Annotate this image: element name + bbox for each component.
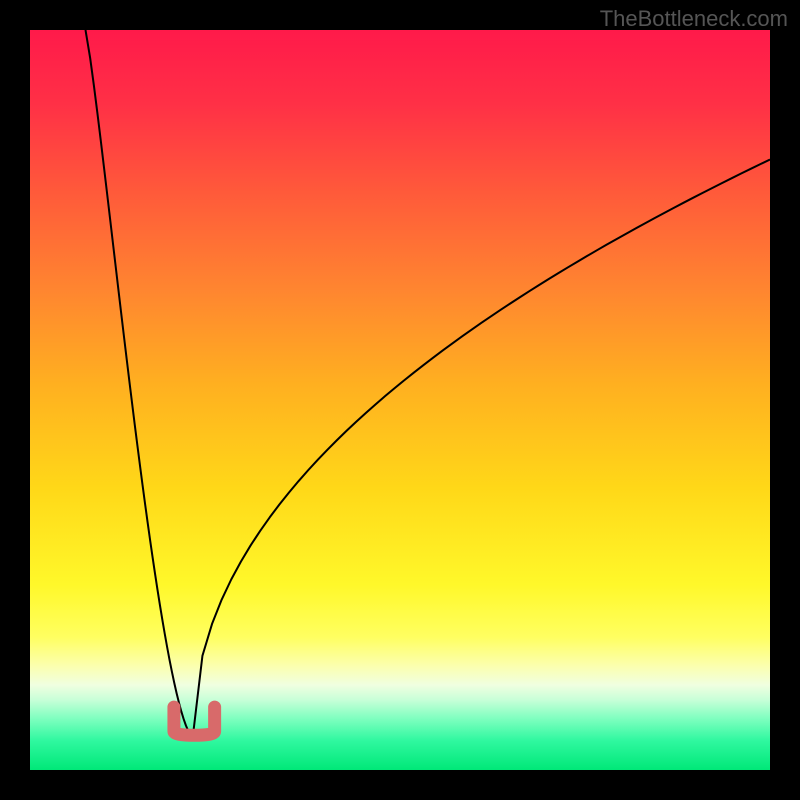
watermark-text: TheBottleneck.com (600, 6, 788, 32)
chart-frame: TheBottleneck.com (0, 0, 800, 800)
curve-layer (30, 30, 770, 770)
bottleneck-curve (86, 30, 771, 737)
plot-area (30, 30, 770, 770)
